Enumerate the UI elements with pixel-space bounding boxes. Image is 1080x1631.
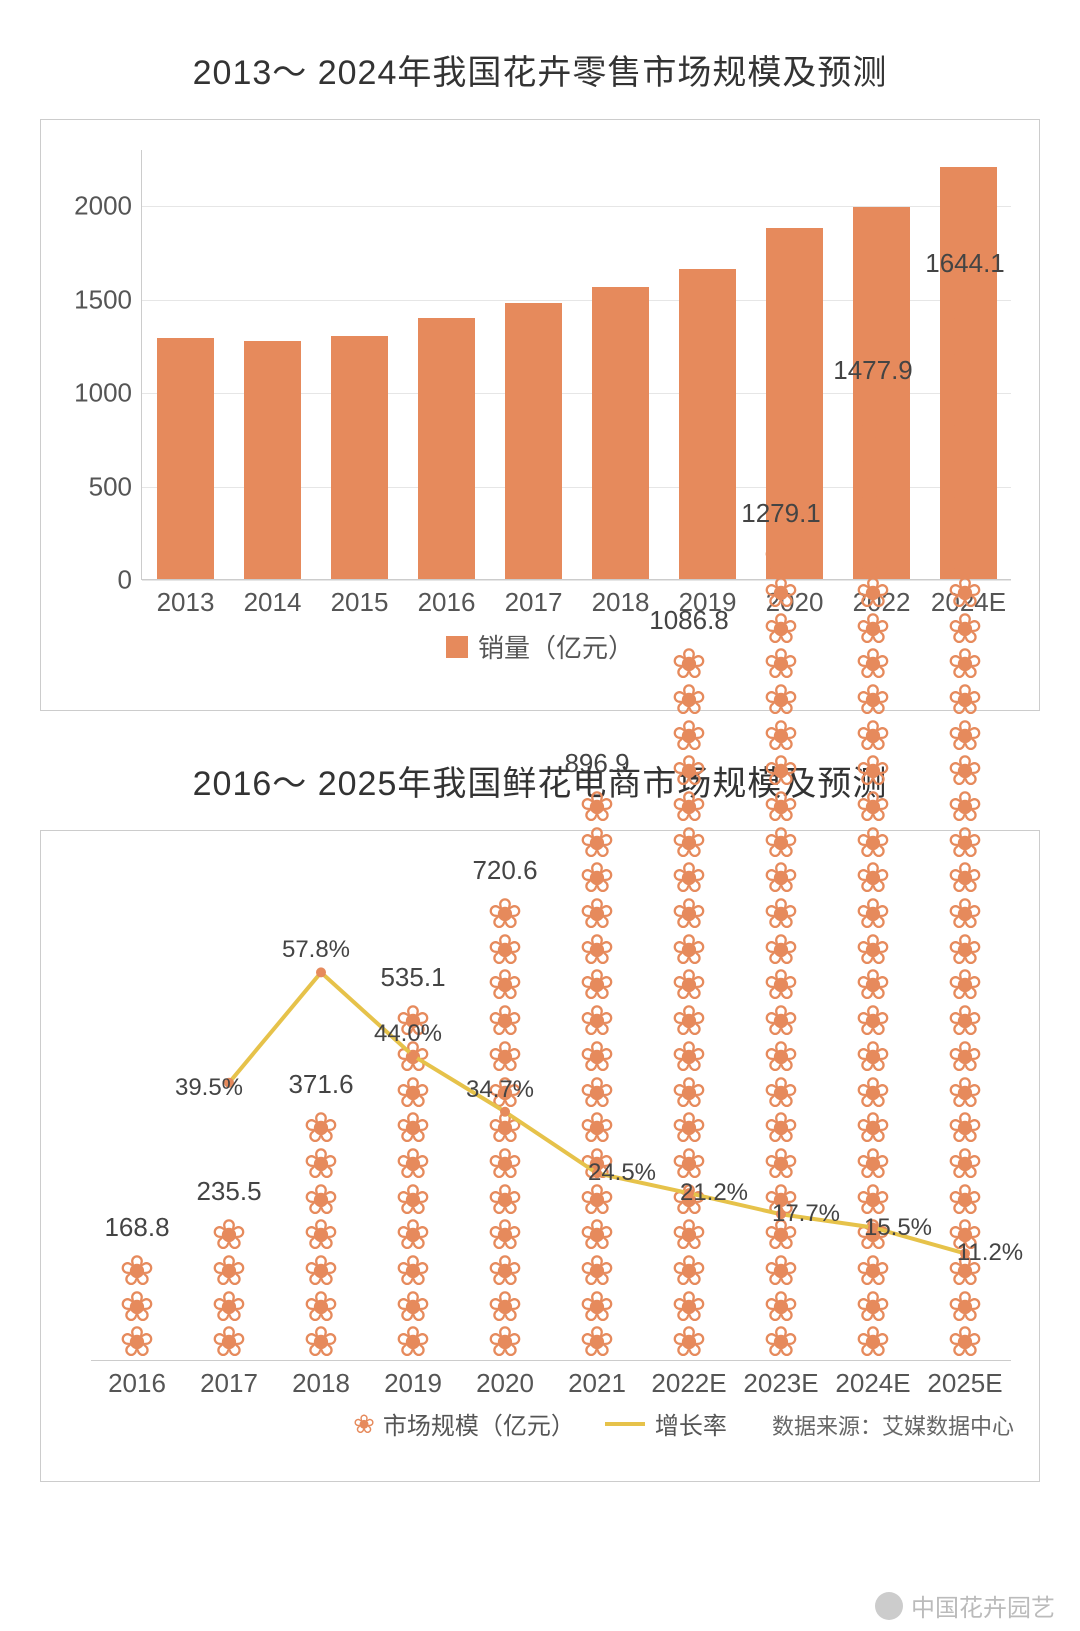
chart2-xtick: 2025E [927,1360,1002,1399]
chart2-value-label: 1279.1 [741,498,821,529]
watermark: 中国花卉园艺 [875,1588,1055,1623]
chart2-legend-growth: 增长率 [605,1406,727,1441]
chart2-growth-label: 21.2% [680,1179,748,1207]
chart1-title: 2013～ 2024年我国花卉零售市场规模及预测 [40,45,1040,94]
chart2-value-label: 1644.1 [925,248,1005,279]
chart1-ytick: 0 [118,565,142,596]
chart2-xtick: 2019 [384,1360,442,1399]
chart2-xtick: 2022E [651,1360,726,1399]
chart2-legend-market: ❀ 市场规模（亿元） [353,1406,575,1441]
chart2-growth-label: 11.2% [957,1239,1023,1267]
watermark-icon [875,1592,903,1620]
chart2-growth-label: 34.7% [466,1076,534,1104]
chart1-bar [157,338,214,579]
chart1-xtick: 2018 [592,579,650,618]
chart2-xtick: 2023E [743,1360,818,1399]
chart1-legend-label: 销量（亿元） [478,628,634,665]
chart2-source: 数据来源：艾媒数据中心 [772,1409,1014,1441]
chart2-xtick: 2021 [568,1360,626,1399]
chart2-growth-label: 44.0% [374,1020,442,1048]
watermark-text: 中国花卉园艺 [911,1588,1055,1623]
chart1-ytick: 500 [89,471,142,502]
chart1-ytick: 2000 [74,191,142,222]
chart2-growth-label: 57.8% [282,936,350,964]
chart1-ytick: 1500 [74,284,142,315]
flower-icon: ❀ [353,1411,375,1437]
chart1-legend-item: 销量（亿元） [446,628,634,665]
chart1-bar [331,336,388,579]
chart2-xtick: 2024E [835,1360,910,1399]
chart2-growth-label: 17.7% [772,1200,840,1228]
chart1-xtick: 2015 [331,579,389,618]
chart1-bar [418,318,475,579]
chart1-bar [679,269,736,579]
chart2-value-label: 1477.9 [833,355,913,386]
chart2-xtick: 2017 [200,1360,258,1399]
chart2-xtick: 2018 [292,1360,350,1399]
chart2-growth-label: 15.5% [864,1214,932,1242]
chart2-xtick: 2020 [476,1360,534,1399]
chart2-growth-label: 39.5% [175,1074,243,1102]
chart2-plot: ❀❀❀168.82016❀❀❀❀235.52017❀❀❀❀❀❀❀371.6201… [91,871,1011,1361]
chart2-box: ❀❀❀168.82016❀❀❀❀235.52017❀❀❀❀❀❀❀371.6201… [40,830,1040,1482]
chart1-bar [244,341,301,579]
chart2-legend-growth-label: 增长率 [655,1406,727,1441]
chart2-xtick: 2016 [108,1360,166,1399]
chart2-value-label: 1086.8 [649,605,729,636]
legend-swatch-icon [446,636,468,658]
legend-line-icon [605,1422,645,1426]
chart1-bar [505,303,562,579]
chart1-xtick: 2016 [418,579,476,618]
chart2-value-label: 896.9 [564,748,629,779]
chart2-line [91,871,1011,1361]
chart2-growth-label: 24.5% [588,1159,656,1187]
chart2-legend-market-label: 市场规模（亿元） [383,1406,575,1441]
chart1-bar [592,287,649,579]
chart1-xtick: 2017 [505,579,563,618]
chart1-xtick: 2014 [244,579,302,618]
chart1-xtick: 2013 [157,579,215,618]
chart1-ytick: 1000 [74,378,142,409]
chart2: ❀❀❀168.82016❀❀❀❀235.52017❀❀❀❀❀❀❀371.6201… [51,851,1029,1471]
